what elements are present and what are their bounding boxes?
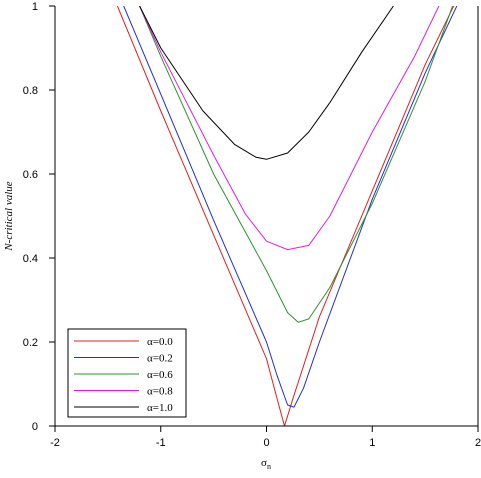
legend-label-2: α=0.6 (147, 369, 173, 381)
x-ticks: -2 -1 0 1 2 (50, 426, 481, 449)
legend-label-1: α=0.2 (147, 353, 173, 365)
x-axis-title-main: σ (261, 457, 267, 469)
x-tick-label: -2 (50, 437, 60, 449)
legend-label-4: α=1.0 (147, 402, 173, 414)
series-layer (116, 6, 458, 426)
series-line-2 (139, 6, 454, 323)
plot-area: -2 -1 0 1 2 0 0.2 0.4 0.6 0.8 1 (23, 1, 481, 449)
x-tick-label: 2 (475, 437, 481, 449)
series-line-1 (123, 6, 458, 408)
y-tick-label: 0 (32, 421, 38, 433)
series-line-0 (116, 6, 455, 426)
x-tick-label: -1 (156, 437, 166, 449)
y-tick-label: 0.4 (23, 253, 38, 265)
y-tick-label: 0.2 (23, 337, 38, 349)
x-axis-title: σn (261, 457, 271, 471)
y-ticks: 0 0.2 0.4 0.6 0.8 1 (23, 1, 55, 433)
series-line-4 (139, 6, 394, 160)
y-tick-label: 0.8 (23, 85, 38, 97)
x-tick-label: 0 (263, 437, 269, 449)
x-axis-title-subscript: n (267, 462, 271, 471)
legend-label-0: α=0.0 (147, 336, 173, 348)
legend-box (67, 328, 187, 418)
x-tick-label: 1 (369, 437, 375, 449)
legend: α=0.0 α=0.2 α=0.6 α=0.8 α=1.0 (67, 328, 187, 418)
y-tick-label: 0.6 (23, 169, 38, 181)
y-axis-title: N-critical value (3, 181, 15, 251)
legend-label-3: α=0.8 (147, 386, 173, 398)
series-line-3 (139, 6, 440, 251)
y-tick-label: 1 (32, 1, 38, 13)
